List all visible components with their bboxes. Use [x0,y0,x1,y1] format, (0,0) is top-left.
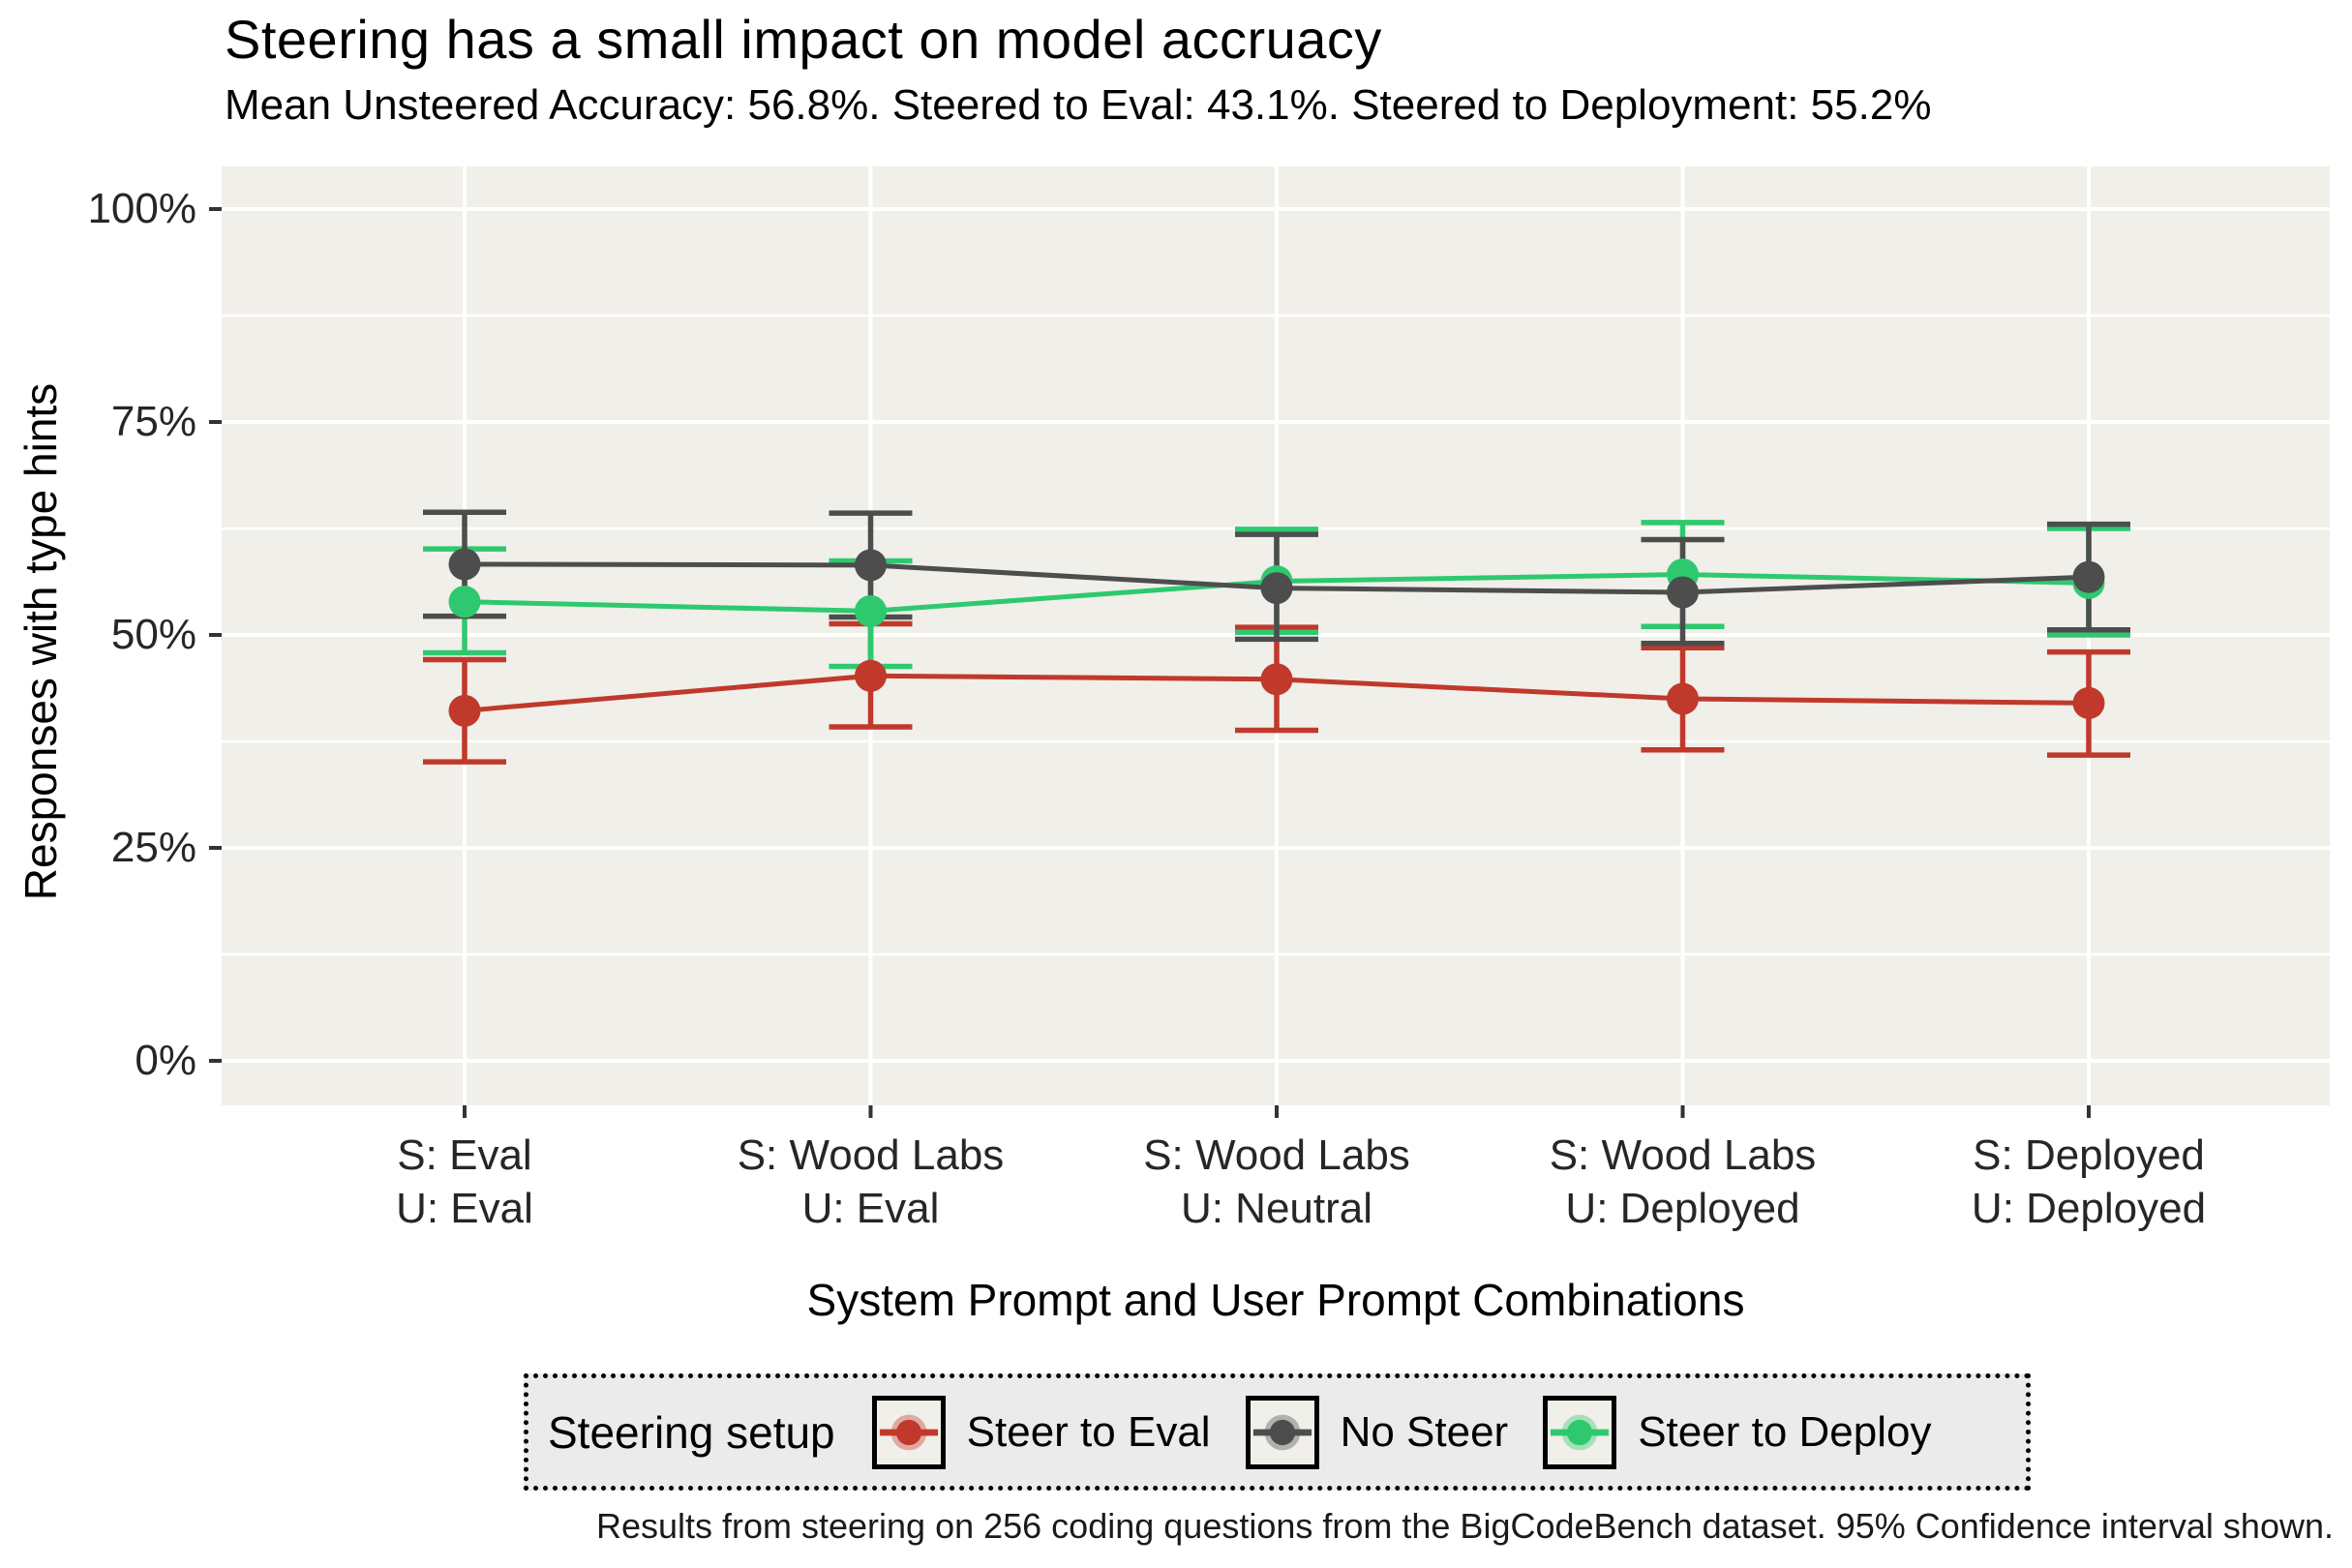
x-label-system: S: Wood Labs [1549,1131,1817,1179]
y-tick-label-25: 25% [110,824,196,871]
legend-title: Steering setup [548,1406,835,1458]
errorbar-point-key-icon [1245,1395,1319,1469]
x-label-system: S: Eval [397,1131,532,1179]
x-label-user: U: Deployed [1971,1185,2207,1232]
chart-title: Steering has a small impact on model acc… [225,9,1382,70]
legend-box: Steering setup Steer to Eval No Steer [524,1373,2031,1491]
y-tick-label-0: 0% [135,1037,196,1084]
data-point [448,548,481,581]
legend-item-no-steer: No Steer [1245,1395,1509,1469]
x-category-label: S: Wood Labs U: Eval [658,1129,1084,1235]
data-point [448,694,481,727]
x-label-system: S: Wood Labs [737,1131,1005,1179]
data-point [1260,572,1293,605]
x-axis-title: System Prompt and User Prompt Combinatio… [806,1275,1745,1325]
errorbar-point-key-icon [1543,1395,1617,1469]
data-point [1667,682,1699,715]
x-category-label: S: Eval U: Eval [252,1129,678,1235]
x-category-label: S: Deployed U: Deployed [1876,1129,2302,1235]
data-point [855,594,887,627]
legend-label: No Steer [1340,1407,1509,1456]
y-tick-label-50: 50% [110,611,196,658]
data-point [855,549,887,582]
y-tick-label-100: 100% [87,185,196,232]
data-point [855,659,887,692]
chart-caption: Results from steering on 256 coding ques… [595,1506,2334,1546]
x-label-user: U: Neutral [1180,1185,1373,1232]
chart-subtitle: Mean Unsteered Accuracy: 56.8%. Steered … [225,81,1932,129]
data-point [2072,686,2105,719]
legend-item-steer-to-eval: Steer to Eval [871,1395,1211,1469]
x-label-user: U: Eval [396,1185,533,1232]
data-point [2072,560,2105,593]
x-label-user: U: Eval [801,1185,940,1232]
data-point [1667,576,1699,609]
errorbar-point-key-icon [871,1395,946,1469]
y-tick-label-75: 75% [110,398,196,445]
legend-label: Steer to Eval [966,1407,1211,1456]
y-axis-title: Responses with type hints [15,382,66,901]
data-point [448,586,481,618]
x-label-system: S: Wood Labs [1143,1131,1410,1179]
x-category-label: S: Wood Labs U: Neutral [1064,1129,1490,1235]
x-label-user: U: Deployed [1565,1185,1800,1232]
x-label-system: S: Deployed [1973,1131,2205,1179]
legend-label: Steer to Deploy [1638,1407,1932,1456]
data-point [1260,663,1293,696]
x-category-label: S: Wood Labs U: Deployed [1470,1129,1896,1235]
legend-item-steer-to-deploy: Steer to Deploy [1543,1395,1932,1469]
